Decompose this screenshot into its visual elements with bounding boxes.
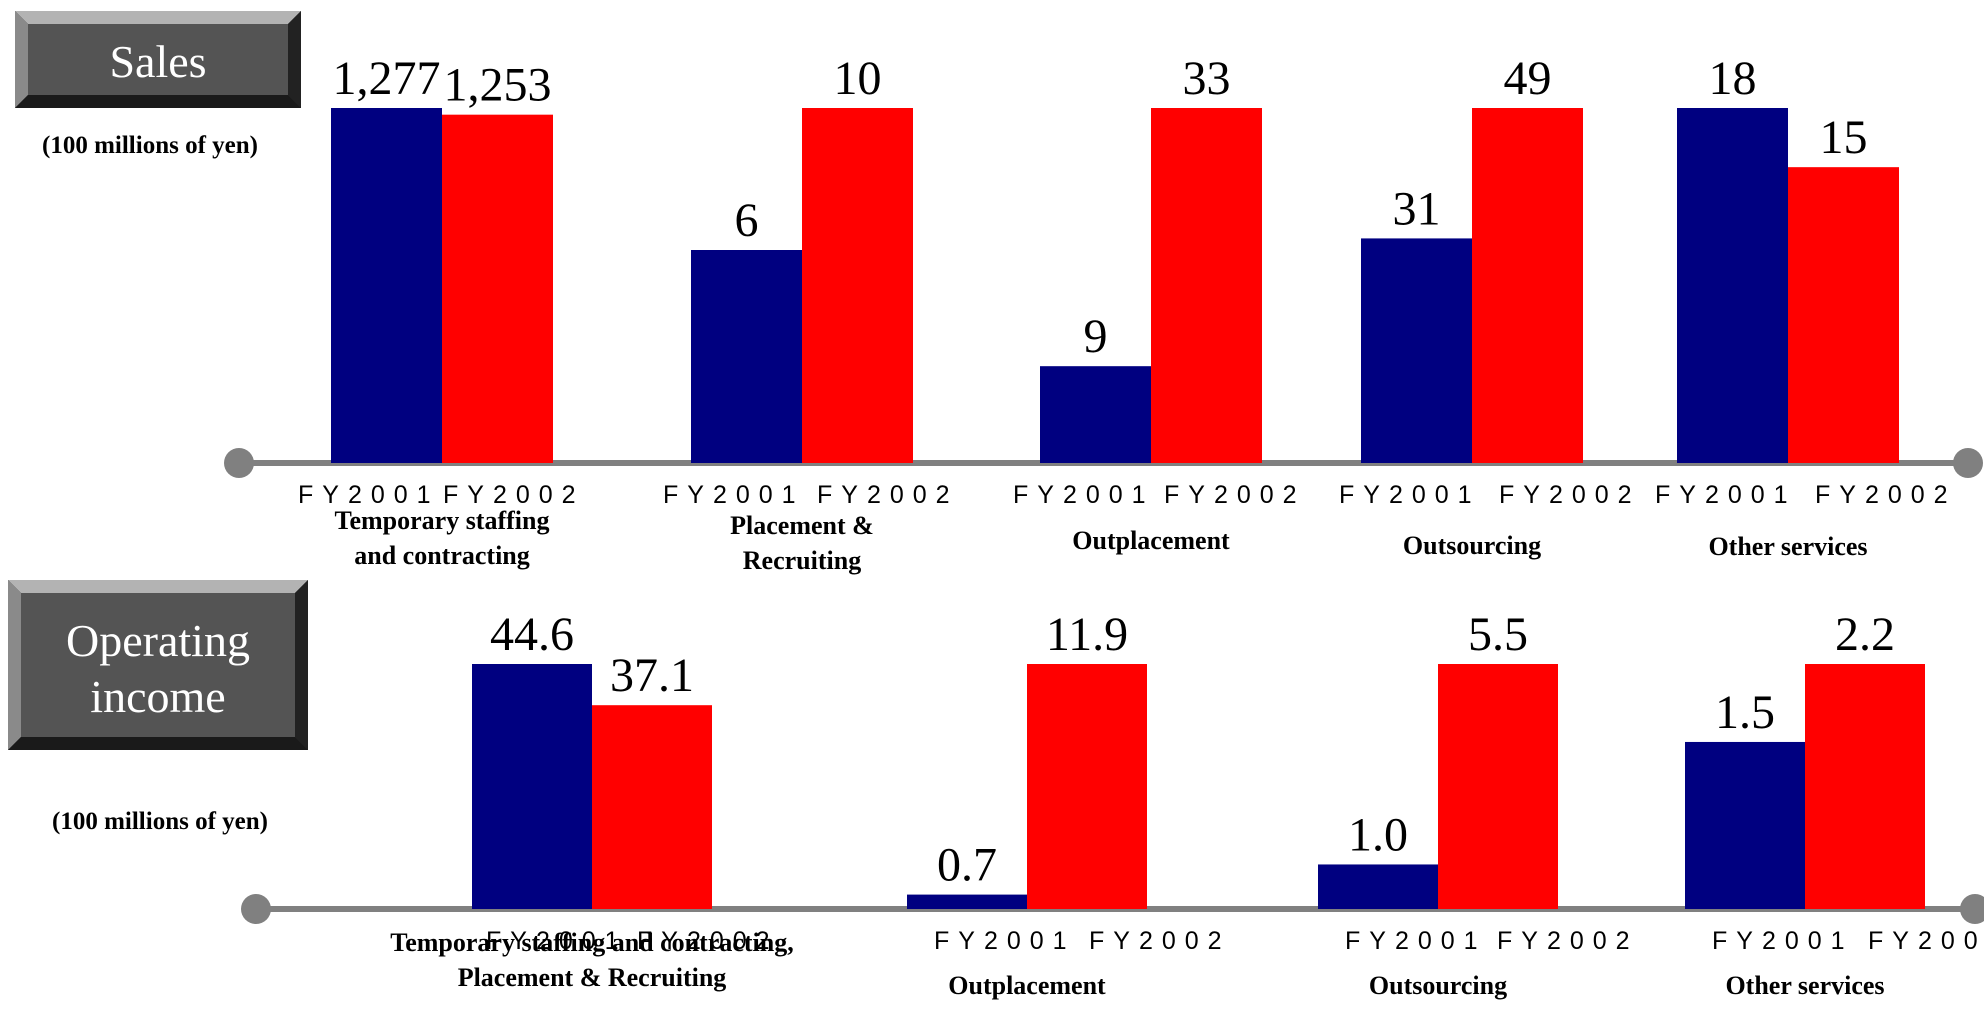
data-label: 11.9 <box>1046 608 1128 661</box>
chart-title: income <box>90 671 225 722</box>
title-button-bevel-bottom <box>8 737 308 750</box>
category-label: Outplacement <box>1072 526 1230 555</box>
category-label: Outplacement <box>948 971 1106 1000</box>
title-button-bevel-top <box>8 580 308 593</box>
data-label: 1.5 <box>1715 686 1775 739</box>
bar-fy2001 <box>1685 741 1805 909</box>
data-label: 1,277 <box>333 52 441 105</box>
x-tick-label: FY2002 <box>637 927 779 955</box>
x-tick-label: FY2001 <box>1712 927 1854 955</box>
bar-fy2001 <box>1677 108 1788 463</box>
x-tick-label: FY2002 <box>443 481 585 509</box>
data-label: 44.6 <box>490 608 574 661</box>
x-tick-label: FY2002 <box>817 481 959 509</box>
data-label: 1,253 <box>444 59 552 112</box>
bar-fy2001 <box>1318 864 1438 909</box>
category-label: Placement & Recruiting <box>458 963 727 992</box>
x-tick-label: FY2002 <box>1089 927 1231 955</box>
category-label: Outsourcing <box>1369 971 1507 1000</box>
title-button-bevel-right <box>295 580 308 750</box>
bar-fy2002 <box>442 114 553 464</box>
unit-label: (100 millions of yen) <box>42 132 258 159</box>
title-button-bevel-left <box>15 11 28 108</box>
x-tick-label: FY2002 <box>1868 927 1984 955</box>
data-label: 5.5 <box>1468 608 1528 661</box>
category-label: Temporary staffing <box>335 506 550 535</box>
x-tick-label: FY2001 <box>1345 927 1487 955</box>
chart-title: Sales <box>109 36 206 87</box>
bar-fy2002 <box>802 108 913 463</box>
title-button-face <box>21 593 295 737</box>
data-label: 18 <box>1709 52 1757 105</box>
data-label: 9 <box>1084 310 1108 363</box>
x-tick-label: FY2002 <box>1164 481 1306 509</box>
category-label: Other services <box>1725 971 1884 1000</box>
category-label: and contracting <box>354 541 530 570</box>
x-tick-label: FY2002 <box>1815 481 1957 509</box>
chart-title: Operating <box>66 615 250 666</box>
data-label: 2.2 <box>1835 608 1895 661</box>
data-label: 15 <box>1820 111 1868 164</box>
data-label: 31 <box>1393 182 1441 235</box>
bar-fy2001 <box>331 108 442 463</box>
bar-fy2002 <box>1027 664 1147 909</box>
title-button-bevel-bottom <box>15 95 301 108</box>
bar-fy2002 <box>1805 664 1925 909</box>
data-label: 10 <box>834 52 882 105</box>
axis-end-knob <box>241 894 271 924</box>
x-tick-label: FY2001 <box>486 927 628 955</box>
title-button-bevel-right <box>288 11 301 108</box>
bar-fy2001 <box>691 250 802 463</box>
title-button-bevel-left <box>8 580 21 750</box>
data-label: 0.7 <box>937 839 997 892</box>
title-button-face <box>28 24 288 95</box>
x-tick-label: FY2001 <box>663 481 805 509</box>
bar-fy2001 <box>907 894 1027 909</box>
unit-label: (100 millions of yen) <box>52 808 268 835</box>
axis-end-knob <box>224 448 254 478</box>
axis-end-knob <box>1953 448 1983 478</box>
bar-fy2001 <box>1040 366 1151 463</box>
title-button-bevel-top <box>15 11 301 24</box>
data-label: 6 <box>735 194 759 247</box>
bar-fy2001 <box>1361 238 1472 463</box>
data-label: 1.0 <box>1348 808 1408 861</box>
category-label: Placement & <box>730 511 874 540</box>
x-tick-label: FY2001 <box>1655 481 1797 509</box>
x-tick-label: FY2001 <box>1339 481 1481 509</box>
data-label: 33 <box>1183 52 1231 105</box>
category-label: Other services <box>1708 532 1867 561</box>
bar-fy2002 <box>1788 167 1899 463</box>
category-label: Temporary staffing and contracting, <box>390 928 793 957</box>
axis-end-knob <box>1960 894 1984 924</box>
bar-fy2002 <box>1151 108 1262 463</box>
bar-fy2002 <box>1438 664 1558 909</box>
bar-fy2001 <box>472 664 592 909</box>
x-tick-label: FY2001 <box>934 927 1076 955</box>
bar-fy2002 <box>592 705 712 909</box>
x-tick-label: FY2001 <box>1013 481 1155 509</box>
bar-fy2002 <box>1472 108 1583 463</box>
category-label: Recruiting <box>743 546 861 575</box>
x-tick-label: FY2002 <box>1499 481 1641 509</box>
category-label: Outsourcing <box>1403 531 1541 560</box>
x-tick-label: FY2001 <box>298 481 440 509</box>
data-label: 49 <box>1504 52 1552 105</box>
x-tick-label: FY2002 <box>1497 927 1639 955</box>
data-label: 37.1 <box>610 649 694 702</box>
